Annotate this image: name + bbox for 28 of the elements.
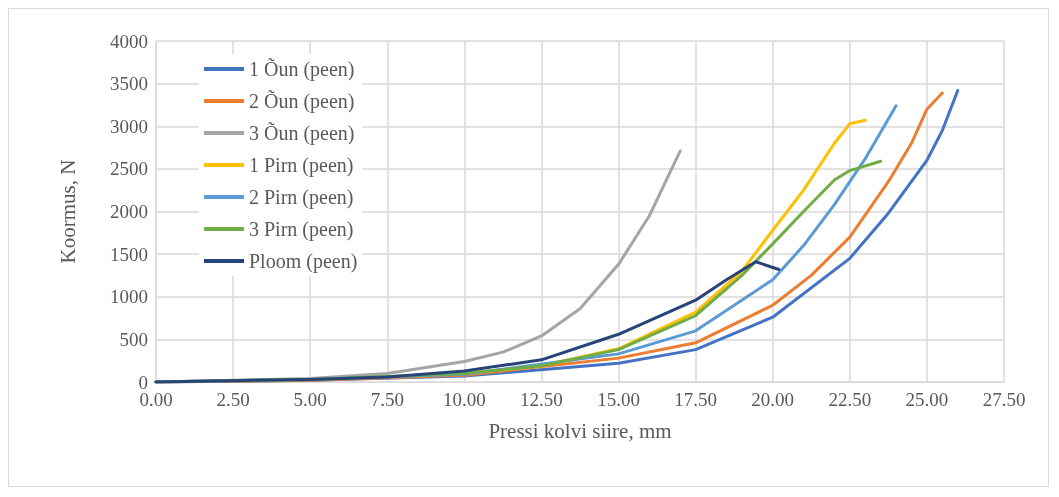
legend-label: 3 Õun (peen)	[249, 121, 355, 145]
y-axis-title: Koormus, N	[55, 159, 80, 264]
y-tick-label: 1000	[110, 286, 148, 308]
legend-label: 2 Pirn (peen)	[249, 186, 354, 209]
x-tick-label: 15.00	[597, 389, 640, 410]
legend-label: 1 Õun (peen)	[249, 57, 355, 81]
y-tick-label: 2000	[110, 201, 148, 222]
y-tick-label: 2500	[110, 158, 148, 180]
y-tick-label: 500	[119, 328, 148, 350]
x-tick-label: 20.00	[751, 389, 795, 410]
x-tick-label: 10.00	[442, 389, 486, 410]
x-axis-title: Pressi kolvi siire, mm	[488, 418, 672, 443]
x-tick-label: 22.50	[828, 389, 872, 410]
legend-label: 1 Pirn (peen)	[249, 154, 354, 177]
legend-label: Ploom (peen)	[249, 250, 358, 273]
x-tick-label: 17.50	[674, 389, 718, 410]
y-tick-label: 4000	[110, 30, 148, 52]
y-tick-label: 3500	[110, 73, 148, 95]
x-tick-label: 25.00	[905, 389, 949, 410]
x-tick-label: 12.50	[520, 389, 563, 410]
x-tick-label: 7.50	[370, 389, 404, 410]
y-tick-label: 3000	[110, 115, 148, 137]
legend-label: 2 Õun (peen)	[249, 89, 355, 113]
legend-label: 3 Pirn (peen)	[249, 218, 354, 241]
x-tick-label: 5.00	[293, 389, 327, 410]
y-tick-label: 1500	[110, 243, 148, 265]
x-tick-label: 2.50	[216, 389, 250, 410]
x-tick-label: 27.50	[982, 389, 1026, 410]
